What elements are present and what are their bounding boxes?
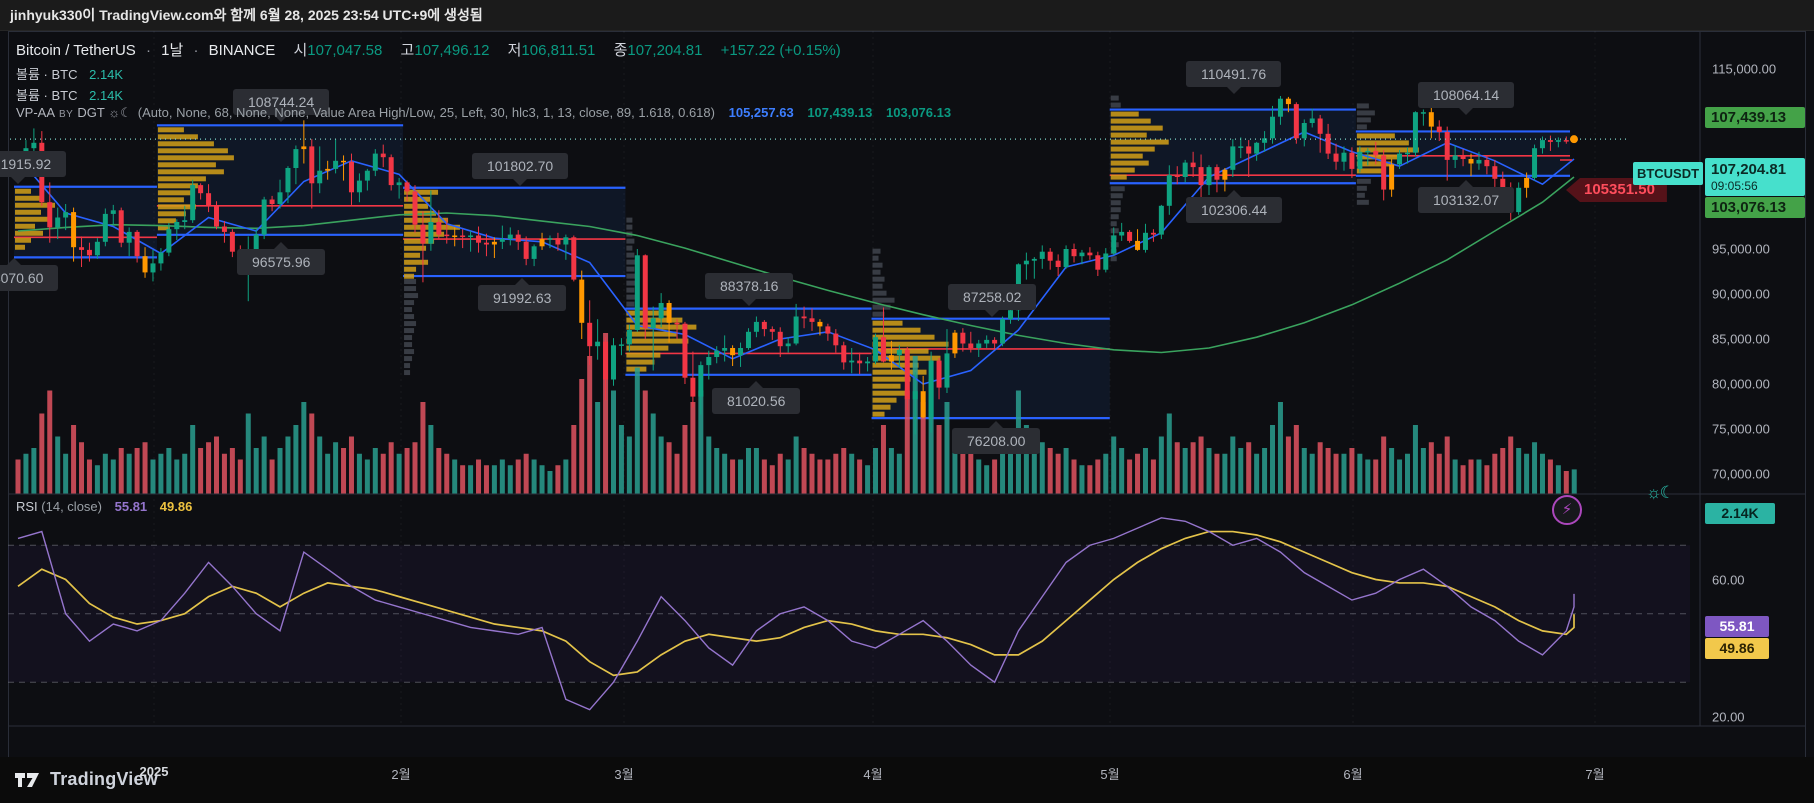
tradingview-logo-text: TradingView <box>50 769 158 789</box>
volume-axis-label: 2.14K <box>1705 503 1775 524</box>
volume-value: 2.14K <box>89 67 124 82</box>
price-annotation[interactable]: 108064.14 <box>1418 82 1515 115</box>
vp-author: DGT <box>77 105 105 120</box>
time-axis-label[interactable]: 7월 <box>1585 767 1605 782</box>
vp-value-low: 103,076.13 <box>886 105 952 120</box>
ohlc-high: 고107,496.12 <box>400 42 490 59</box>
rsi-indicator-name[interactable]: RSI <box>16 499 38 514</box>
vp-value-poc: 105,257.63 <box>728 105 794 120</box>
time-axis-label[interactable]: 5월 <box>1100 767 1120 782</box>
vp-value-high: 107,439.13 <box>807 105 873 120</box>
exchange[interactable]: BINANCE <box>208 42 276 59</box>
chart-canvas[interactable] <box>0 31 1814 758</box>
time-axis-label[interactable]: 2025 <box>139 764 169 779</box>
price-annotation[interactable]: 103132.07 <box>1418 180 1515 213</box>
vp-params: (Auto, None, 68, None, None, Value Area … <box>137 105 715 120</box>
rsi-axis-label: 55.81 <box>1705 616 1769 637</box>
volume-legend-2[interactable]: 볼륨 · BTC 2.14K <box>16 85 123 104</box>
price-annotation[interactable]: 110491.76 <box>1186 61 1282 94</box>
price-annotation[interactable]: 94070.60 <box>0 258 59 291</box>
price-tick: 115,000.00 <box>1712 61 1777 77</box>
price-annotation[interactable]: 88378.16 <box>705 273 794 306</box>
price-scale-label: 107,439.13 <box>1705 107 1805 128</box>
time-axis-label[interactable]: 3월 <box>614 767 634 782</box>
price-tick: 70,000.00 <box>1712 466 1770 482</box>
volume-value: 2.14K <box>89 88 124 103</box>
tradingview-mark-icon <box>15 772 39 787</box>
price-annotation[interactable]: 101802.70 <box>472 153 569 186</box>
interval[interactable]: 1날 <box>161 42 184 59</box>
change-value: +157.22 (+0.15%) <box>720 42 841 59</box>
vp-aa-legend[interactable]: VP-AA BY DGT ☼☾ (Auto, None, 68, None, None… <box>16 105 952 120</box>
price-annotation[interactable]: 108744.24 <box>233 89 330 122</box>
time-axis-label[interactable]: 2월 <box>391 767 411 782</box>
rsi-legend[interactable]: RSI (14, close) 55.81 49.86 <box>16 499 192 514</box>
volume-indicator-name[interactable]: 볼륨 · BTC <box>16 67 78 82</box>
price-annotation[interactable]: 102306.44 <box>1186 190 1283 223</box>
price-annotation[interactable]: 76208.00 <box>952 421 1041 454</box>
volume-legend-1[interactable]: 볼륨 · BTC 2.14K <box>16 64 123 83</box>
bar-countdown: 09:05:56 <box>1711 179 1758 193</box>
tradingview-logo[interactable]: TradingView <box>14 769 158 790</box>
price-tick: 90,000.00 <box>1712 286 1770 302</box>
sun-moon-icon[interactable]: ☼☾ <box>1646 483 1675 502</box>
symbol-title[interactable]: Bitcoin / TetherUS <box>16 42 136 59</box>
attribution-text: jinhyuk330이 TradingView.com와 함께 6월 28, 2… <box>10 7 483 23</box>
price-tick: 75,000.00 <box>1712 421 1770 437</box>
chart-widget[interactable]: Bitcoin / TetherUS · 1날 · BINANCE 시107,0… <box>0 30 1814 782</box>
price-annotation[interactable]: 91992.63 <box>478 278 567 311</box>
ohlc-close: 종107,204.81 <box>613 42 703 59</box>
price-tick: 80,000.00 <box>1712 376 1770 392</box>
instant-order-lightning-icon[interactable]: ⚡ <box>1552 495 1582 525</box>
price-annotation[interactable]: 101915.92 <box>0 151 67 184</box>
current-price-value: 107,204.81 <box>1711 161 1787 178</box>
price-tick: 95,000.00 <box>1712 241 1770 257</box>
rsi-tick: 20.00 <box>1712 709 1745 724</box>
time-axis-label[interactable]: 6월 <box>1343 767 1363 782</box>
ohlc-open: 시107,047.58 <box>293 42 383 59</box>
rsi-ma-value: 49.86 <box>159 499 193 514</box>
time-axis-label[interactable]: 4월 <box>863 767 883 782</box>
attribution-bar: jinhyuk330이 TradingView.com와 함께 6월 28, 2… <box>0 0 1814 30</box>
ohlc-low: 저106,811.51 <box>507 42 596 59</box>
current-price-label: 107,204.81 09:05:56 <box>1705 158 1805 196</box>
price-annotation[interactable]: 81020.56 <box>712 381 801 414</box>
rsi-params: (14, close) <box>41 499 102 514</box>
price-tick: 85,000.00 <box>1712 331 1770 347</box>
rsi-tick: 60.00 <box>1712 572 1745 587</box>
vp-indicator-name[interactable]: VP-AA <box>16 105 56 120</box>
price-annotation[interactable]: 87258.02 <box>948 284 1037 317</box>
price-scale-label: 103,076.13 <box>1705 197 1805 218</box>
symbol-price-tag: BTCUSDT <box>1633 162 1703 185</box>
symbol-legend[interactable]: Bitcoin / TetherUS · 1날 · BINANCE 시107,0… <box>16 42 841 59</box>
volume-indicator-name[interactable]: 볼륨 · BTC <box>16 88 78 103</box>
footer-bar: TradingView <box>0 757 1814 803</box>
sun-moon-icon: ☼☾ <box>108 105 132 120</box>
rsi-value: 55.81 <box>114 499 148 514</box>
price-annotation[interactable]: 96575.96 <box>237 242 326 275</box>
rsi-ma-axis-label: 49.86 <box>1705 638 1769 659</box>
